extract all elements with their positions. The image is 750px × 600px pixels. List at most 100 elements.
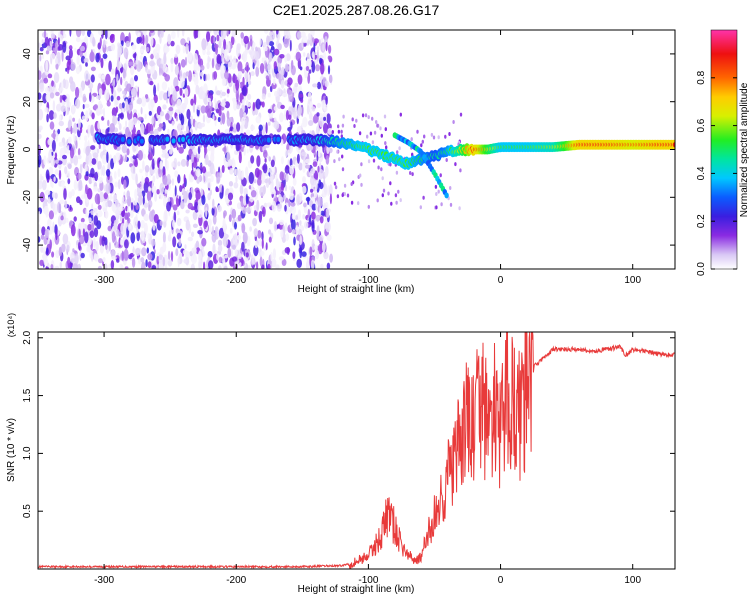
spectrogram-cell bbox=[54, 152, 58, 159]
spectrogram-cell bbox=[48, 210, 55, 220]
spectrogram-cell bbox=[367, 204, 370, 209]
spectrogram-cell bbox=[261, 231, 264, 241]
spectrogram-cell bbox=[97, 204, 102, 210]
spectrogram-cell bbox=[153, 70, 158, 80]
spectrogram-cell bbox=[163, 92, 168, 101]
spectrogram-cell bbox=[261, 101, 265, 108]
spectrogram-cell bbox=[284, 247, 291, 254]
spectrogram-cell bbox=[69, 76, 74, 84]
spectrogram-cell bbox=[49, 40, 52, 47]
spectrogram-cell bbox=[110, 95, 114, 102]
spectrogram-cell bbox=[270, 159, 275, 168]
spectrogram-cell bbox=[259, 63, 265, 74]
spectrogram-cell bbox=[92, 36, 96, 47]
spectrogram-cell bbox=[435, 192, 438, 196]
spectrogram-cell bbox=[136, 231, 140, 242]
spectrogram-cell bbox=[132, 109, 138, 114]
spectrogram-cell bbox=[152, 145, 155, 157]
spectrogram-cell bbox=[89, 153, 92, 164]
spectrogram-cell bbox=[151, 116, 155, 125]
spectrogram-cell bbox=[340, 129, 343, 134]
spectrogram-cell bbox=[95, 52, 100, 63]
spectrogram-cell bbox=[105, 201, 109, 208]
spectrogram-cell bbox=[343, 183, 347, 188]
spectrogram-cell bbox=[250, 125, 255, 131]
spectrogram-cell bbox=[287, 77, 293, 86]
spectrogram-cell bbox=[121, 250, 125, 261]
spectrogram-cell bbox=[233, 123, 237, 130]
spectrogram-cell bbox=[204, 147, 208, 155]
spectrogram-cell bbox=[276, 190, 280, 195]
spectrogram-cell bbox=[41, 39, 44, 44]
spectrogram-cell bbox=[444, 134, 447, 139]
spectrogram-cell bbox=[93, 186, 99, 192]
spectrogram-cell bbox=[439, 173, 442, 178]
spectrogram-cell bbox=[312, 83, 318, 88]
spectrogram-cell bbox=[325, 95, 328, 105]
spectrogram-cell bbox=[124, 239, 129, 249]
spectrogram-cell bbox=[259, 37, 262, 47]
spectrogram-cell bbox=[236, 43, 241, 51]
spectrogram-cell bbox=[191, 231, 195, 238]
spectrogram-cell bbox=[271, 258, 277, 268]
spectrogram-cell bbox=[411, 172, 414, 177]
spectrogram-cell bbox=[145, 123, 149, 134]
spectrogram-cell bbox=[102, 165, 106, 177]
spectrogram-cell bbox=[172, 219, 176, 228]
spectrogram-cell bbox=[278, 193, 282, 203]
spectrogram-cell bbox=[102, 53, 108, 59]
spectrogram-cell bbox=[123, 179, 127, 190]
spectrogram-cell bbox=[351, 117, 354, 122]
spectrogram-cell bbox=[291, 228, 296, 235]
spectrogram-cell bbox=[51, 133, 56, 138]
spectrogram-cell bbox=[210, 145, 215, 157]
spectrogram-cell bbox=[323, 122, 328, 134]
spectrogram-cell bbox=[183, 174, 186, 184]
spectrogram-cell bbox=[59, 261, 62, 269]
spectrogram-cell bbox=[296, 194, 301, 206]
spectrogram-cell bbox=[254, 196, 257, 200]
spectrogram-cell bbox=[176, 210, 180, 216]
spectrogram-cell bbox=[262, 163, 268, 174]
spectrogram-cell bbox=[174, 65, 180, 76]
spectrogram-cell bbox=[232, 74, 238, 83]
spectrogram-cell bbox=[150, 63, 155, 75]
spectrogram-cell bbox=[221, 53, 224, 64]
spectrogram-cell bbox=[218, 227, 225, 239]
spectrogram-cell bbox=[116, 95, 121, 101]
spectrogram-cell bbox=[51, 181, 54, 189]
spectrogram-cell bbox=[317, 81, 321, 90]
snr-xlabel: Height of straight line (km) bbox=[298, 584, 415, 595]
spectrogram-cell bbox=[205, 172, 208, 183]
spectrogram-cell bbox=[69, 204, 72, 211]
spectrogram-cell bbox=[293, 85, 298, 94]
spectrogram-cell bbox=[203, 261, 206, 269]
spectrogram-cell bbox=[90, 74, 95, 83]
spectrogram-cell bbox=[57, 201, 62, 213]
spectrogram-cell bbox=[163, 52, 167, 65]
spectrogram-cell bbox=[69, 147, 75, 159]
spectrogram-cell bbox=[449, 202, 453, 207]
spectrogram-cell bbox=[244, 71, 249, 80]
spectrogram-cell bbox=[280, 104, 285, 110]
spectrogram-cell bbox=[135, 214, 138, 225]
spectrogram-cell bbox=[191, 247, 197, 255]
spectrogram-cell bbox=[449, 186, 452, 190]
spectrogram-cell bbox=[261, 172, 266, 183]
spectrogram-cell bbox=[119, 238, 123, 246]
spectrogram-cell bbox=[284, 63, 289, 73]
spectrogram-cell bbox=[290, 202, 296, 207]
spectrogram-cell bbox=[147, 253, 153, 261]
spectrogram-cell bbox=[242, 195, 247, 206]
spectrogram-cell bbox=[264, 30, 269, 34]
spectrogram-cell bbox=[182, 44, 186, 54]
spectrogram-cell bbox=[74, 253, 79, 265]
spectrogram-cell bbox=[199, 71, 204, 77]
spectrogram-cell bbox=[131, 44, 137, 50]
spectrogram-cell bbox=[140, 220, 145, 229]
spectrogram-cell bbox=[296, 258, 303, 268]
spectrogram-cell bbox=[43, 30, 47, 39]
spectrogram-cell bbox=[228, 214, 232, 223]
spectrogram-cell bbox=[319, 234, 324, 242]
spectrogram-cell bbox=[112, 115, 118, 126]
